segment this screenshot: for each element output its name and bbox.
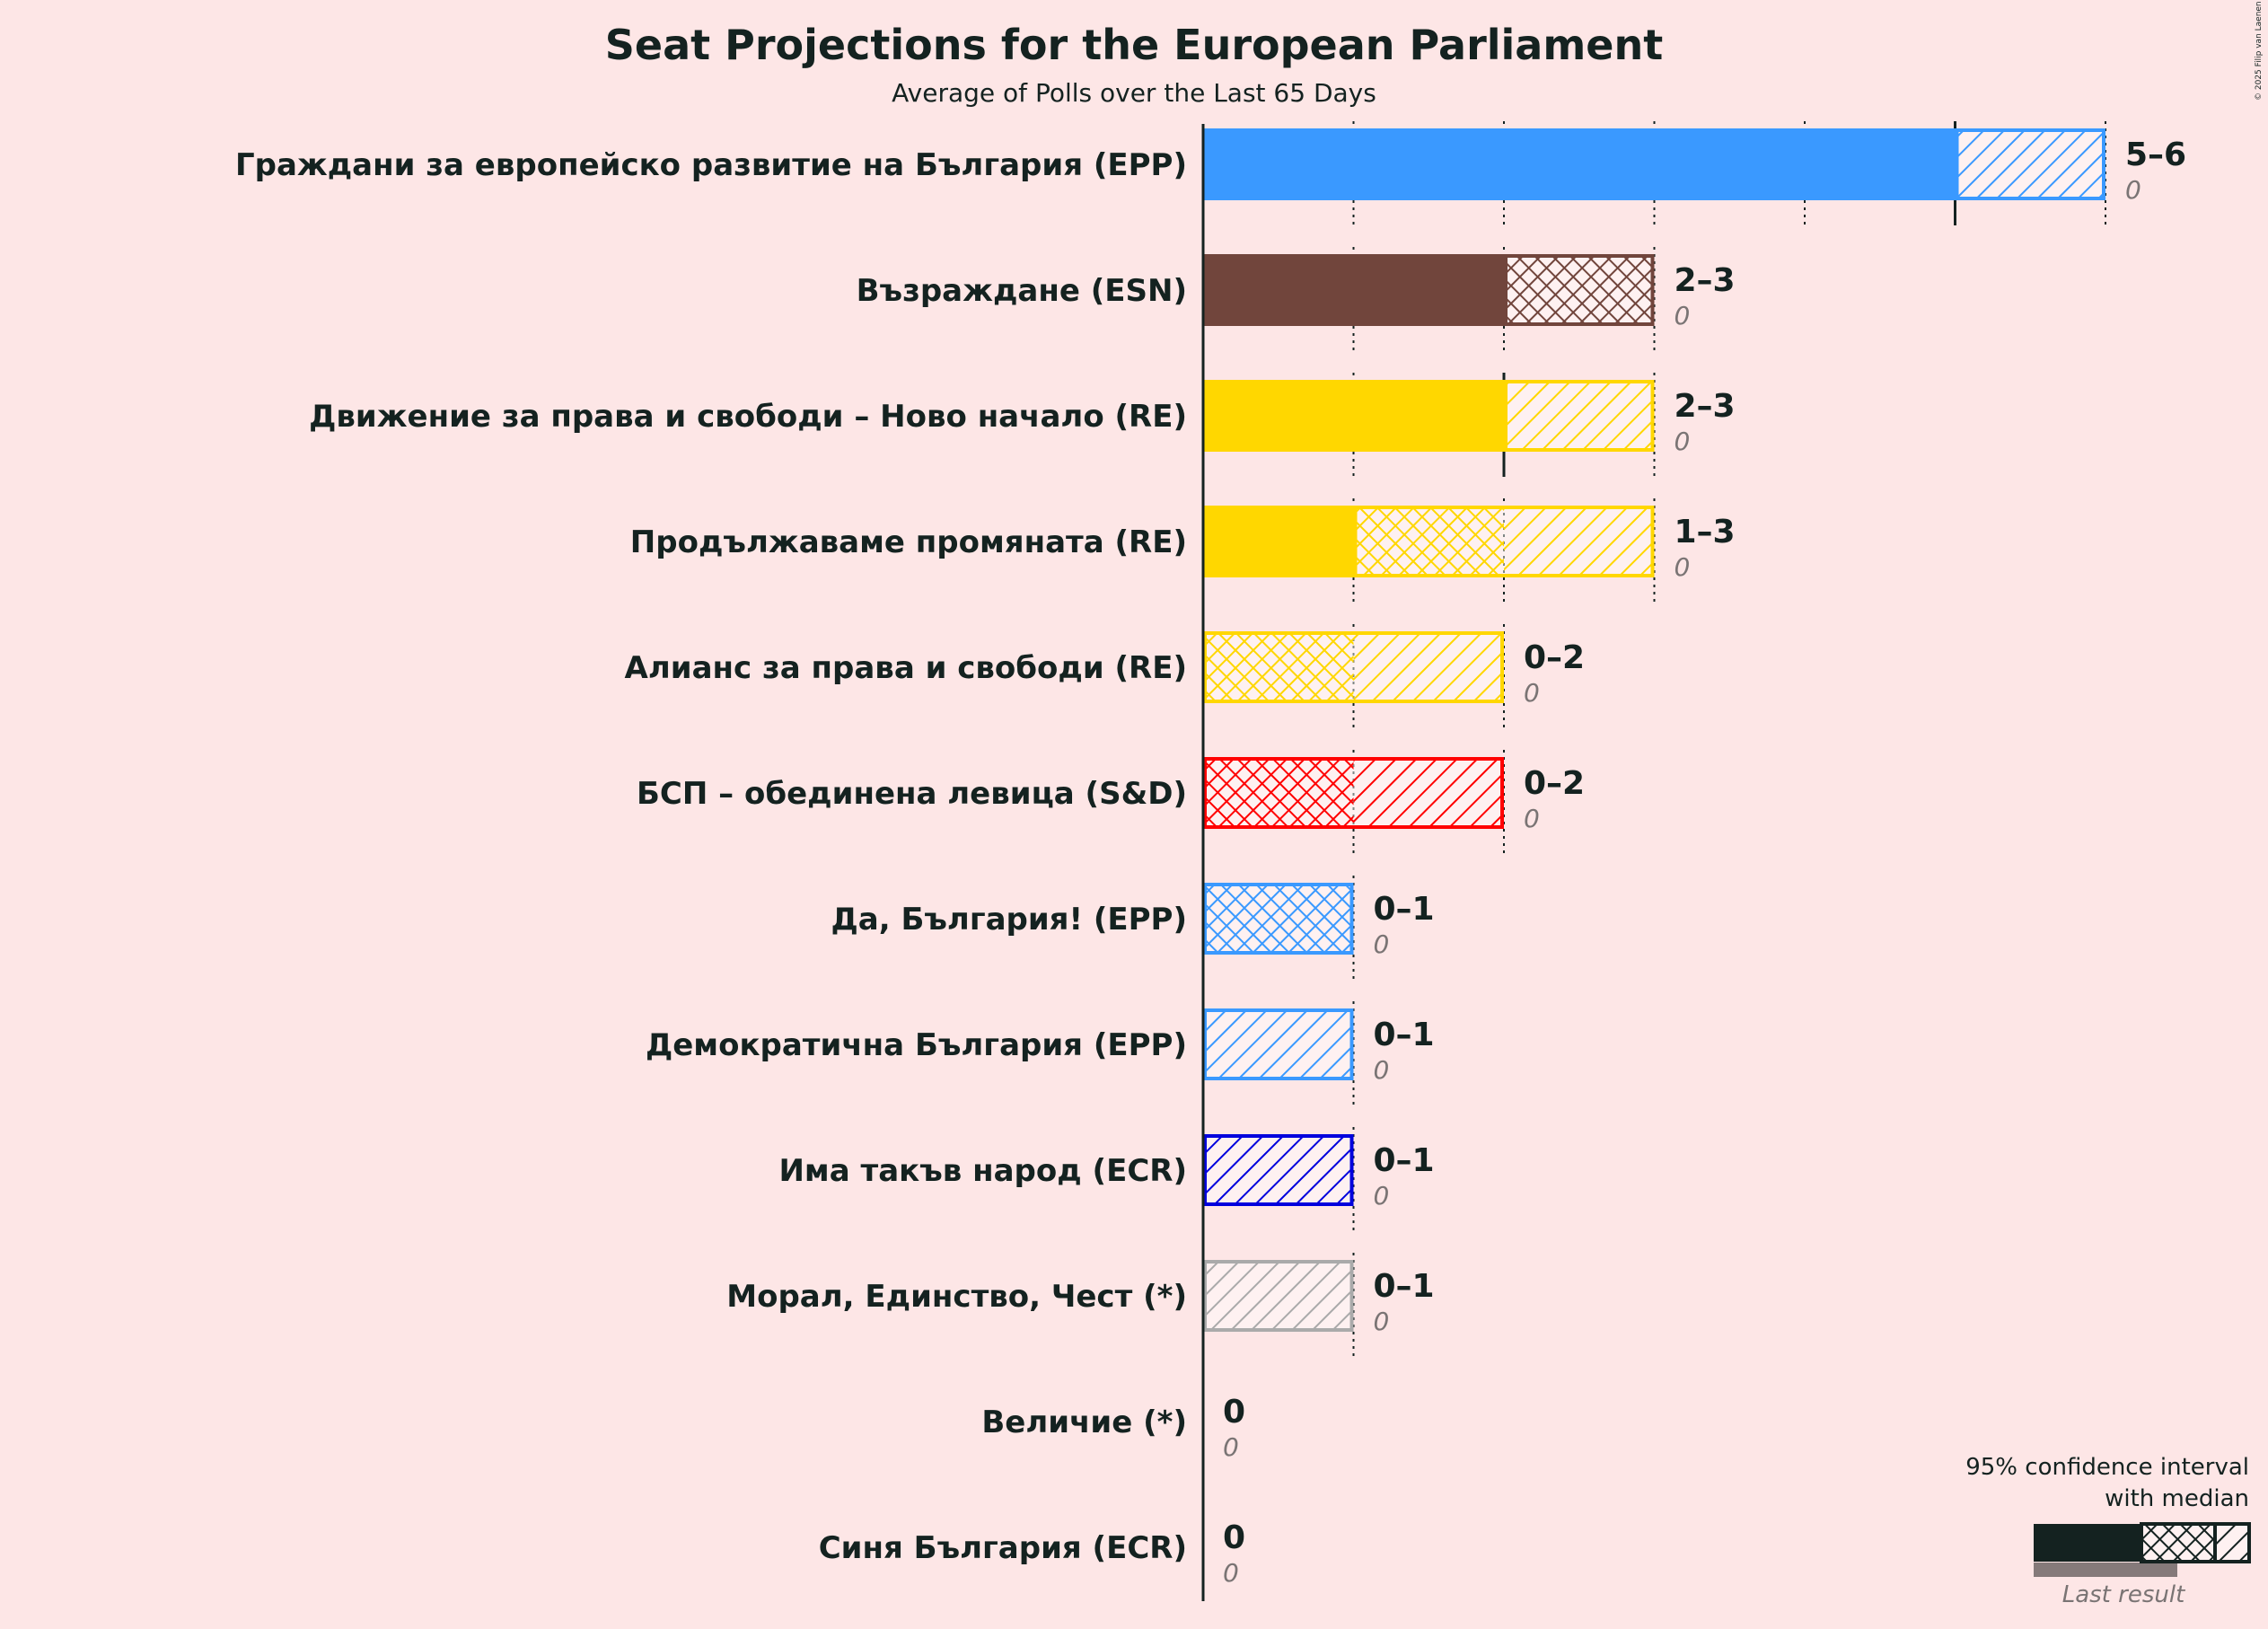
bar-diagonal: [1955, 128, 2105, 200]
last-result-label: 0: [1374, 1055, 1390, 1085]
bar-diagonal: [1504, 380, 1655, 452]
copyright-note: © 2025 Filip van Laenen: [2255, 1, 2264, 101]
last-result-label: 0: [1223, 1432, 1239, 1462]
range-label: 2–3: [1675, 388, 1736, 425]
party-label: Синя България (ECR): [819, 1530, 1187, 1566]
bar-interval-outline: [1203, 1260, 1354, 1332]
last-result-label: 0: [1675, 427, 1691, 456]
range-label: 0–1: [1374, 1017, 1435, 1053]
last-result-label: 0: [1374, 1307, 1390, 1336]
bar-solid: [1203, 254, 1504, 326]
chart-title: Seat Projections for the European Parlia…: [605, 21, 1663, 69]
party-label: Величие (*): [981, 1404, 1187, 1440]
legend-ci-solid: [2034, 1524, 2141, 1562]
party-label: Възраждане (ESN): [857, 273, 1187, 309]
legend-ci-diagonal: [2213, 1522, 2251, 1563]
bar-diagonal: [1203, 1008, 1354, 1080]
range-label: 0–2: [1524, 765, 1585, 802]
bar-interval-outline: [1353, 506, 1655, 577]
party-label: Движение за права и свободи – Ново начал…: [309, 399, 1187, 435]
bar-interval-outline: [1504, 380, 1655, 452]
bar-crosshatch: [1203, 883, 1354, 955]
legend-last-result-label: Last result: [2062, 1581, 2185, 1608]
range-label: 2–3: [1675, 262, 1736, 299]
bar-interval-outline: [1504, 254, 1655, 326]
range-label: 0–1: [1374, 891, 1435, 928]
party-label: Алианс за права и свободи (RE): [625, 650, 1187, 686]
party-label: Да, България! (EPP): [831, 902, 1187, 938]
range-label: 1–3: [1675, 514, 1736, 550]
bar-interval-outline: [1203, 757, 1504, 829]
bar-interval-outline: [1203, 631, 1504, 703]
bar-interval-outline: [1203, 1134, 1354, 1206]
legend-ci-crosshatch: [2140, 1522, 2217, 1563]
bar-diagonal: [1203, 1134, 1354, 1206]
range-label: 0–1: [1374, 1268, 1435, 1305]
range-label: 0–1: [1374, 1142, 1435, 1179]
bar-crosshatch: [1353, 506, 1504, 577]
bar-diagonal: [1203, 1260, 1354, 1332]
party-label: БСП – обединена левица (S&D): [637, 776, 1187, 812]
bar-crosshatch: [1203, 631, 1354, 703]
bar-crosshatch: [1203, 757, 1354, 829]
last-result-label: 0: [1675, 301, 1691, 330]
range-label: 0: [1223, 1519, 1245, 1556]
last-result-label: 0: [1675, 552, 1691, 582]
legend: 95% confidence interval with median Last…: [1965, 1454, 2251, 1608]
bar-interval-outline: [1955, 128, 2105, 200]
labels-group: Граждани за европейско развитие на Бълга…: [235, 136, 2186, 1588]
bars-group: [1203, 128, 2105, 1332]
bar-diagonal: [1353, 757, 1504, 829]
bar-solid: [1203, 380, 1504, 452]
last-result-label: 0: [1223, 1558, 1239, 1588]
bar-interval-outline: [1203, 1008, 1354, 1080]
bar-diagonal: [1504, 506, 1655, 577]
legend-last-result-bar: [2034, 1563, 2177, 1577]
last-result-label: 0: [1524, 678, 1540, 708]
bar-crosshatch: [1504, 254, 1655, 326]
chart-subtitle: Average of Polls over the Last 65 Days: [892, 78, 1376, 108]
last-result-label: 0: [1374, 929, 1390, 959]
range-label: 5–6: [2125, 136, 2186, 173]
legend-title-line1: 95% confidence interval: [1965, 1454, 2249, 1481]
legend-title-line2: with median: [2105, 1485, 2249, 1512]
party-label: Граждани за европейско развитие на Бълга…: [235, 147, 1187, 183]
party-label: Има такъв народ (ECR): [778, 1153, 1187, 1189]
last-result-label: 0: [1374, 1181, 1390, 1211]
last-result-label: 0: [1524, 804, 1540, 833]
range-label: 0–2: [1524, 639, 1585, 676]
party-label: Морал, Единство, Чест (*): [726, 1279, 1187, 1315]
range-label: 0: [1223, 1394, 1245, 1431]
bar-solid: [1203, 128, 1956, 200]
party-label: Демократична България (EPP): [646, 1027, 1187, 1063]
bar-solid: [1203, 506, 1354, 577]
last-result-label: 0: [2125, 175, 2141, 205]
bar-diagonal: [1353, 631, 1504, 703]
bar-interval-outline: [1203, 883, 1354, 955]
party-label: Продължаваме промяната (RE): [630, 524, 1187, 560]
